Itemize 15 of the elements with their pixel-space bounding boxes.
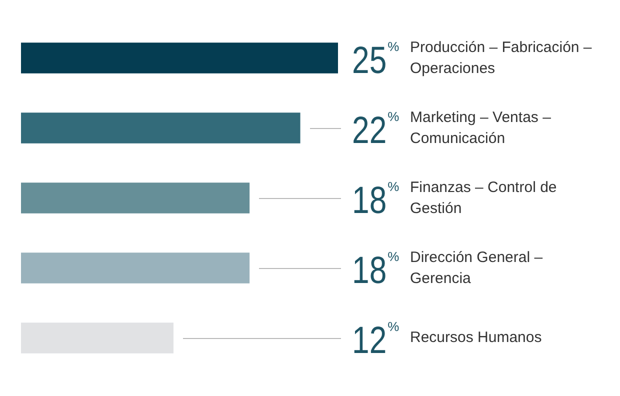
data-label: 12% — [352, 319, 400, 362]
y-tick-label: Producción – Fabricación – Operaciones — [410, 39, 592, 78]
data-label: 18% — [352, 179, 400, 222]
data-label: 25% — [352, 39, 400, 82]
y-tick-label: Finanzas – Control de Gestión — [410, 179, 557, 218]
y-tick-label: Marketing – Ventas – Comunicación — [410, 109, 552, 148]
bar — [21, 182, 250, 214]
y-tick-label: Recursos Humanos — [410, 329, 542, 346]
bar — [21, 322, 174, 354]
bar — [21, 252, 250, 284]
bar — [21, 112, 300, 144]
data-label: 18% — [352, 249, 400, 292]
data-label: 22% — [352, 109, 400, 152]
bar — [21, 42, 338, 74]
y-tick-label: Dirección General – Gerencia — [410, 249, 544, 288]
